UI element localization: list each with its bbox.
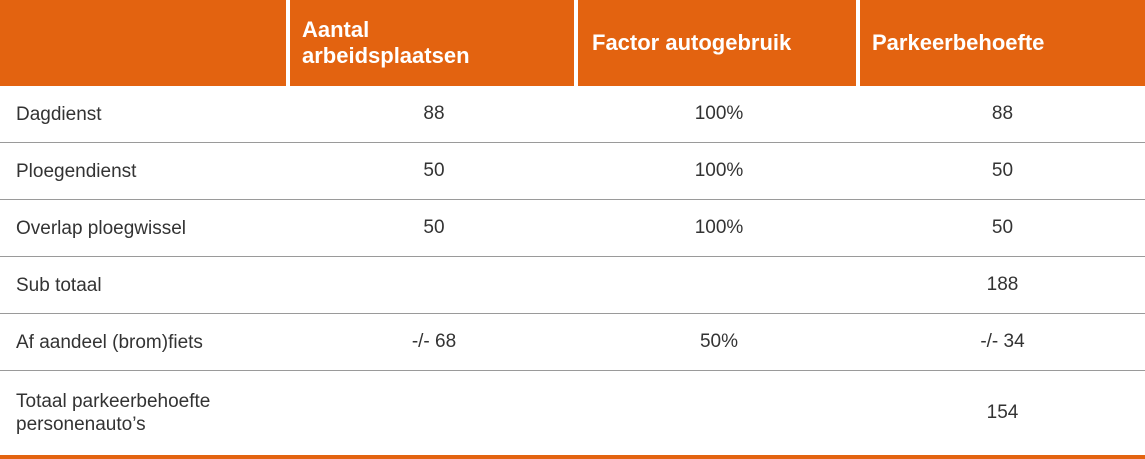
cell-parkeerbehoefte: 50	[991, 217, 1014, 238]
cell-arbeidsplaatsen	[290, 371, 578, 455]
row-label: Sub totaal	[16, 274, 102, 296]
row-label: Overlap ploegwissel	[16, 217, 187, 239]
cell-factor	[578, 257, 860, 313]
cell-parkeerbehoefte: 188	[986, 274, 1019, 295]
cell-parkeerbehoefte: -/- 34	[980, 331, 1025, 352]
cell-arbeidsplaatsen: 50	[423, 160, 445, 181]
table-row: Af aandeel (brom)fiets -/- 68 50% -/- 34	[0, 314, 1145, 371]
table-row-total: Totaal parkeerbehoefte personenauto’s 15…	[0, 371, 1145, 459]
table-row: Sub totaal 188	[0, 257, 1145, 314]
header-arbeidsplaatsen-line2: arbeidsplaatsen	[302, 43, 470, 68]
header-arbeidsplaatsen-line1: Aantal	[302, 17, 370, 42]
cell-parkeerbehoefte: 154	[986, 402, 1019, 423]
cell-arbeidsplaatsen: -/- 68	[411, 331, 457, 352]
header-cell-factor-autogebruik: Factor autogebruik	[578, 0, 856, 86]
header-cell-empty	[0, 0, 286, 86]
table-row: Ploegendienst 50 100% 50	[0, 143, 1145, 200]
cell-parkeerbehoefte: 50	[991, 160, 1014, 181]
cell-parkeerbehoefte: 88	[991, 103, 1014, 124]
cell-factor: 100%	[694, 160, 744, 181]
cell-factor	[578, 371, 860, 455]
cell-arbeidsplaatsen: 50	[423, 217, 445, 238]
row-label: Ploegendienst	[16, 160, 137, 182]
row-label-line2: personenauto’s	[16, 414, 146, 435]
cell-arbeidsplaatsen: 88	[423, 103, 445, 124]
cell-factor: 100%	[694, 103, 744, 124]
row-label: Totaal parkeerbehoefte personenauto’s	[0, 371, 290, 455]
row-label: Af aandeel (brom)fiets	[16, 331, 203, 353]
cell-arbeidsplaatsen	[290, 257, 578, 313]
row-label-line1: Totaal parkeerbehoefte	[16, 391, 211, 412]
cell-factor: 50%	[699, 331, 739, 352]
row-label: Dagdienst	[16, 103, 102, 125]
table-row: Overlap ploegwissel 50 100% 50	[0, 200, 1145, 257]
cell-factor: 100%	[694, 217, 744, 238]
header-cell-parkeerbehoefte: Parkeerbehoefte	[860, 0, 1145, 86]
header-cell-arbeidsplaatsen: Aantal arbeidsplaatsen	[290, 0, 574, 86]
table-row: Dagdienst 88 100% 88	[0, 86, 1145, 143]
